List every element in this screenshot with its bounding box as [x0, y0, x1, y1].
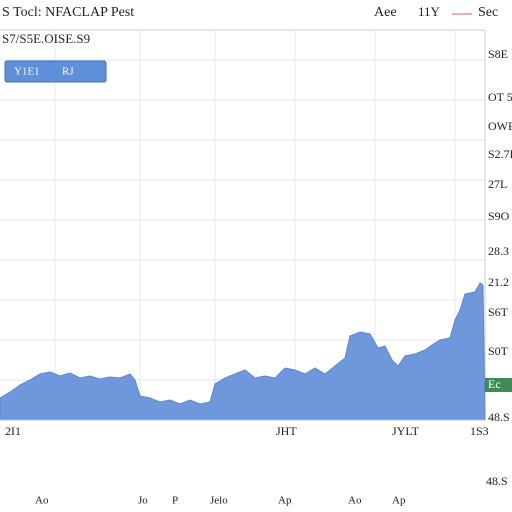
axis-label: S9O [488, 209, 510, 223]
timeline-label: P [172, 495, 178, 507]
settings-button[interactable]: Sec [478, 5, 498, 20]
button-label: Y1E1 [14, 66, 40, 78]
right-axis: S8E OT 5C OWEC S2.7L 27L S9O 28.3 21.2 S6T S0T Ec 4… [488, 47, 512, 424]
timeline-label: Jelo [210, 495, 228, 507]
axis-label: 48.S [488, 410, 510, 424]
axis-label: 48.S [486, 474, 508, 488]
axis-label: 21.2 [488, 275, 509, 289]
app-title: S Tocl: NFACLAP Pest [2, 5, 134, 20]
x-label: 1S3 [470, 424, 489, 438]
x-label: JYLT [392, 424, 420, 438]
axis-label: S8E [488, 47, 508, 61]
price-label: S7/S5E.OISE.S9 [2, 31, 90, 46]
axis-label: S2.7L [488, 147, 512, 161]
price-area [0, 282, 486, 421]
x-label: JHT [276, 424, 297, 438]
timeline-label: Ap [392, 495, 406, 507]
button-label: RJ [62, 66, 74, 78]
timeline-label: Ap [278, 495, 292, 507]
axis-label: 28.3 [488, 244, 509, 258]
axis-label: OWEC [488, 119, 512, 133]
axis-label: S6T [488, 305, 509, 319]
axis-label: OT 5C [488, 90, 512, 104]
timeline-label: Ao [35, 495, 49, 507]
axis-label: Ec [488, 377, 501, 391]
timeline-label: Jo [138, 495, 148, 507]
axis-label: 27L [488, 177, 507, 191]
x-axis: 2I1 JHT JYLT 1S3 48.S [5, 424, 508, 488]
toggle-button[interactable] [4, 60, 107, 83]
timeline-label: Ao [348, 495, 362, 507]
price-badge [485, 378, 512, 392]
range-button[interactable]: Aee [374, 5, 397, 20]
axis-label: S0T [488, 344, 509, 358]
x-label: 2I1 [5, 424, 21, 438]
range-button[interactable]: 11Y [418, 4, 441, 19]
timeline: Ao Jo P Jelo Ap Ao Ap [35, 495, 406, 507]
